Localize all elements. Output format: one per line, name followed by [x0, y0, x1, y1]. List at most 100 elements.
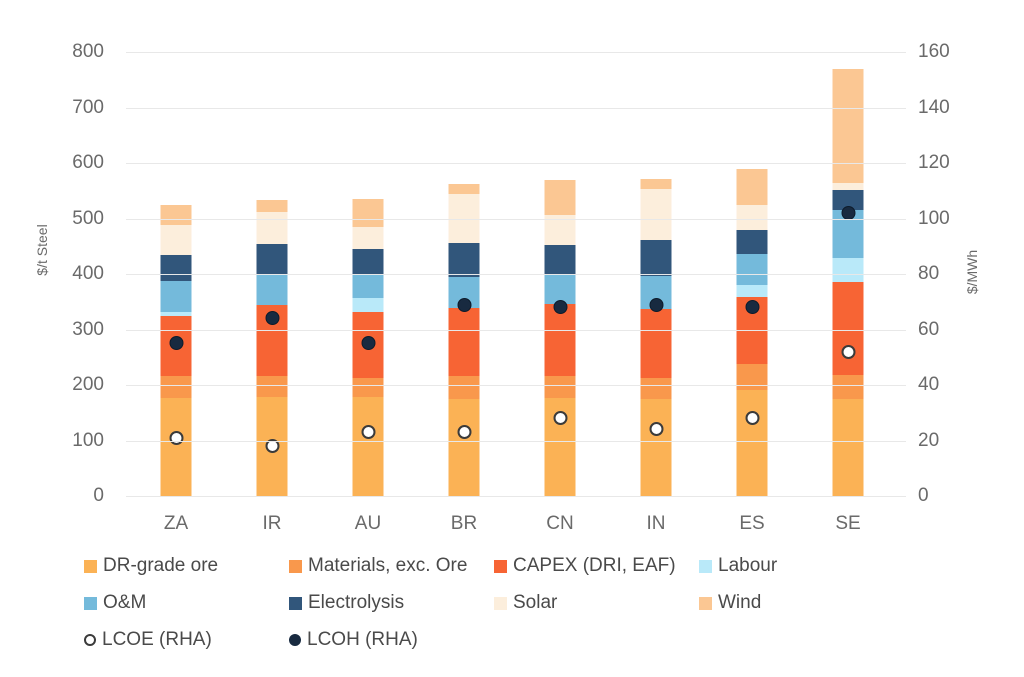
gridline-300: [126, 329, 906, 331]
right-tick-60: 60: [918, 318, 940, 340]
category-label-in: IN: [646, 513, 666, 534]
segment-wind: [352, 199, 384, 227]
right-tick-0: 0: [918, 485, 929, 506]
segment-materials-exc-ore: [832, 375, 864, 399]
lcoe-rha-marker: [169, 430, 183, 445]
legend-item-o-m: O&M: [84, 592, 289, 614]
gridline-0: [126, 496, 906, 497]
segment-capex-dri-eaf: [448, 308, 480, 376]
legend-label: LCOE (RHA): [102, 629, 212, 650]
legend-item-labour: Labour: [699, 555, 904, 577]
legend-item-capex-dri-eaf: CAPEX (DRI, EAF): [494, 555, 699, 577]
segment-electrolysis: [256, 243, 288, 275]
gridline-700: [126, 107, 906, 109]
lcoh-rha-marker: [457, 297, 471, 312]
right-tick-40: 40: [918, 374, 940, 395]
category-label-za: ZA: [163, 513, 189, 534]
segment-electrolysis: [640, 239, 672, 277]
bars-layer: [128, 52, 896, 496]
lcoe-rha-marker: [457, 425, 471, 440]
segment-solar: [640, 189, 672, 240]
legend-label: CAPEX (DRI, EAF): [513, 555, 676, 576]
lcoe-rha-marker: [745, 411, 759, 426]
materials-exc-ore-swatch-icon: [289, 559, 302, 573]
right-tick-160: 160: [918, 41, 950, 62]
segment-dr-grade-ore: [736, 390, 768, 496]
lcoe-rha-marker: [553, 411, 567, 426]
lcoe-rha-marker-icon: [84, 634, 96, 646]
segment-o-m: [736, 254, 768, 285]
segment-o-m: [160, 280, 192, 312]
segment-solar: [544, 214, 576, 246]
left-tick-700: 700: [72, 96, 104, 118]
segment-materials-exc-ore: [736, 363, 768, 390]
segment-dr-grade-ore: [160, 398, 192, 496]
left-tick-0: 0: [93, 485, 104, 506]
legend-label: LCOH (RHA): [307, 629, 418, 650]
gridline-800: [126, 52, 906, 53]
legend-item-dr-grade-ore: DR-grade ore: [84, 555, 289, 577]
segment-electrolysis: [352, 249, 384, 275]
left-tick-400: 400: [72, 263, 104, 284]
left-tick-200: 200: [72, 374, 104, 395]
segment-electrolysis: [448, 242, 480, 277]
segment-labour: [352, 297, 384, 313]
lcoh-rha-marker: [553, 300, 567, 315]
left-tick-600: 600: [72, 152, 104, 173]
segment-solar: [256, 211, 288, 244]
x-axis-labels: ZA IR AU BR CN IN ES SE: [128, 513, 896, 539]
segment-materials-exc-ore: [448, 375, 480, 399]
segment-capex-dri-eaf: [544, 303, 576, 377]
segment-wind: [832, 68, 864, 184]
legend-item-lcoe-rha: LCOE (RHA): [84, 629, 289, 651]
bar-au: [352, 52, 384, 496]
segment-wind: [160, 204, 192, 226]
labour-swatch-icon: [699, 559, 712, 573]
legend: DR-grade ore Materials, exc. Ore CAPEX (DR…: [84, 555, 984, 666]
legend-item-electrolysis: Electrolysis: [289, 592, 494, 614]
segment-capex-dri-eaf: [832, 282, 864, 376]
segment-electrolysis: [544, 245, 576, 275]
gridline-600: [126, 163, 906, 164]
legend-label: Solar: [513, 592, 558, 613]
bar-br: [448, 52, 480, 496]
segment-o-m: [352, 274, 384, 298]
lcoh-rha-marker: [649, 297, 663, 312]
segment-wind: [256, 200, 288, 212]
lcoh-rha-marker-icon: [289, 634, 301, 646]
right-tick-20: 20: [918, 429, 940, 451]
left-tick-800: 800: [72, 41, 104, 62]
segment-solar: [736, 204, 768, 230]
category-label-se: SE: [835, 513, 861, 534]
segment-materials-exc-ore: [544, 376, 576, 398]
lcoh-rha-marker: [265, 311, 279, 326]
segment-electrolysis: [736, 229, 768, 255]
legend-label: DR-grade ore: [103, 555, 219, 576]
segment-labour: [160, 311, 192, 317]
category-label-br: BR: [450, 513, 478, 534]
segment-wind: [448, 184, 480, 194]
bar-ir: [256, 52, 288, 496]
segment-solar: [352, 226, 384, 250]
legend-label: Labour: [718, 555, 778, 576]
segment-solar: [832, 183, 864, 190]
legend-row-1: DR-grade ore Materials, exc. Ore CAPEX (DR…: [84, 555, 984, 577]
left-tick-300: 300: [72, 318, 104, 340]
segment-materials-exc-ore: [256, 375, 288, 398]
category-label-cn: CN: [546, 513, 574, 534]
gridline-500: [126, 218, 906, 220]
left-tick-500: 500: [72, 207, 104, 229]
segment-materials-exc-ore: [640, 377, 672, 399]
bar-cn: [544, 52, 576, 496]
lcoh-rha-marker: [745, 300, 759, 315]
gridline-200: [126, 385, 906, 386]
segment-labour: [832, 258, 864, 283]
bar-in: [640, 52, 672, 496]
lcoh-rha-marker: [361, 336, 375, 351]
category-label-ir: IR: [262, 513, 282, 534]
segment-materials-exc-ore: [160, 376, 192, 399]
segment-electrolysis: [832, 189, 864, 211]
o-m-swatch-icon: [84, 596, 97, 610]
segment-o-m: [256, 274, 288, 305]
